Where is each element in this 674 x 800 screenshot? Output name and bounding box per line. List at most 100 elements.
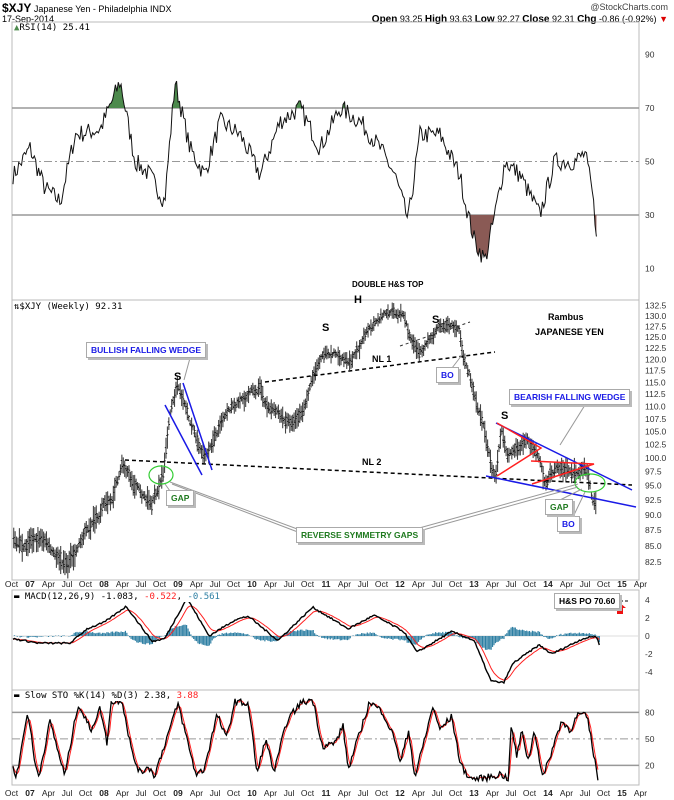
price-bar (408, 329, 411, 341)
bullish-shoulder-label: S (174, 371, 182, 383)
price-bar (327, 348, 330, 359)
price-bar (325, 345, 328, 360)
head-label: H (354, 294, 362, 306)
price-bar (284, 411, 287, 434)
price-bar (342, 352, 346, 368)
double-top-label: DOUBLE H&S TOP (352, 280, 424, 289)
price-bar (486, 439, 489, 457)
axes: 90 70 50 30 10 132.5130.0127.5125.0122.5120.0… (5, 50, 667, 799)
macd-value: -1.083 (100, 592, 134, 602)
macd-signal-line (12, 605, 600, 681)
x-tick-label: Oct (597, 788, 611, 798)
price-bar (72, 544, 75, 571)
price-bar (307, 387, 310, 401)
macd-tick-label: 4 (645, 595, 650, 605)
k-value: 2.38 (144, 691, 166, 701)
price-bar (399, 303, 402, 322)
bearish-wedge-callout: BEARISH FALLING WEDGE (509, 389, 631, 405)
price-bar (365, 326, 368, 335)
x-tick-label: Apr (116, 579, 129, 589)
price-bar (196, 429, 199, 452)
price-bar (50, 546, 54, 557)
price-bar (348, 350, 351, 371)
legend-line-icon: ▬ (14, 592, 20, 602)
price-bar (587, 466, 590, 490)
price-bar (450, 320, 454, 328)
price-bar (278, 409, 282, 423)
price-bar (173, 389, 176, 407)
sto-label: ▬ Slow STO %K(14) %D(3) 2.38, 3.88 (14, 691, 199, 701)
price-bar (38, 530, 41, 548)
price-bar (267, 401, 270, 414)
price-bar (180, 389, 183, 407)
price-bar (208, 442, 212, 451)
price-bar (401, 310, 404, 318)
price-bar (457, 325, 461, 335)
x-tick-label: Oct (597, 579, 611, 589)
price-bar (253, 385, 256, 398)
price-bar (231, 400, 235, 410)
x-tick-label: 09 (173, 788, 183, 798)
gap-callout-1: GAP (166, 490, 195, 506)
red-triangle-1 (496, 422, 543, 477)
x-tick-label: Jul (210, 788, 221, 798)
price-bar (12, 527, 15, 549)
low-label: Low (474, 14, 495, 25)
right-shoulder-label: S (432, 314, 440, 326)
rsi-label: ▲RSI(14) 25.41 (14, 23, 90, 33)
price-bar (170, 398, 173, 413)
price-bar (245, 390, 249, 402)
price-bar (106, 491, 109, 515)
price-bar (345, 352, 348, 369)
price-bar (234, 402, 237, 412)
macd-panel-frame (11, 589, 640, 691)
price-bar (53, 549, 57, 560)
x-tick-label: Apr (560, 579, 573, 589)
price-bar (554, 461, 558, 474)
price-tick-label: 92.5 (645, 495, 662, 505)
price-bar (42, 531, 45, 552)
rsi-panel (12, 80, 597, 263)
price-bar (22, 543, 25, 552)
price-bar (496, 449, 499, 472)
price-bar (59, 545, 62, 575)
price-bar (29, 527, 32, 549)
price-bar (241, 392, 245, 405)
price-bar (19, 535, 23, 552)
price-bar (594, 491, 597, 515)
price-bar (315, 359, 319, 376)
price-tick-label: 87.5 (645, 525, 662, 535)
rsi-oversold-fill (12, 215, 597, 263)
x-tick-label: Oct (449, 788, 463, 798)
price-bar (247, 385, 250, 404)
price-tick-label: 122.5 (645, 343, 667, 353)
x-tick-label: Jul (432, 788, 443, 798)
price-bar (504, 446, 508, 457)
price-bar (183, 399, 186, 407)
price-bar (65, 553, 68, 574)
price-bar (472, 381, 475, 401)
price-bar (459, 330, 462, 347)
price-bar (563, 462, 566, 478)
price-bar (228, 407, 232, 414)
sto-d-line (12, 699, 599, 781)
price-bar (223, 412, 226, 422)
price-bar (113, 477, 116, 501)
price-bar (412, 334, 415, 354)
neckline-1 (264, 351, 496, 383)
price-label: ⇅$XJY (Weekly) 92.31 (14, 302, 123, 312)
price-bar (237, 396, 240, 409)
price-bar (473, 391, 476, 402)
price-bar (533, 444, 536, 457)
price-bar (264, 397, 267, 410)
price-bar (166, 426, 169, 449)
price-tick-label: 107.5 (645, 414, 667, 424)
price-panel-frame (11, 299, 640, 581)
x-tick-label: Oct (153, 788, 167, 798)
price-bar (294, 410, 297, 429)
high-label: High (424, 14, 448, 25)
price-bar (92, 505, 95, 532)
x-tick-label: Oct (301, 788, 315, 798)
right-shoulder-trendline (399, 321, 471, 347)
